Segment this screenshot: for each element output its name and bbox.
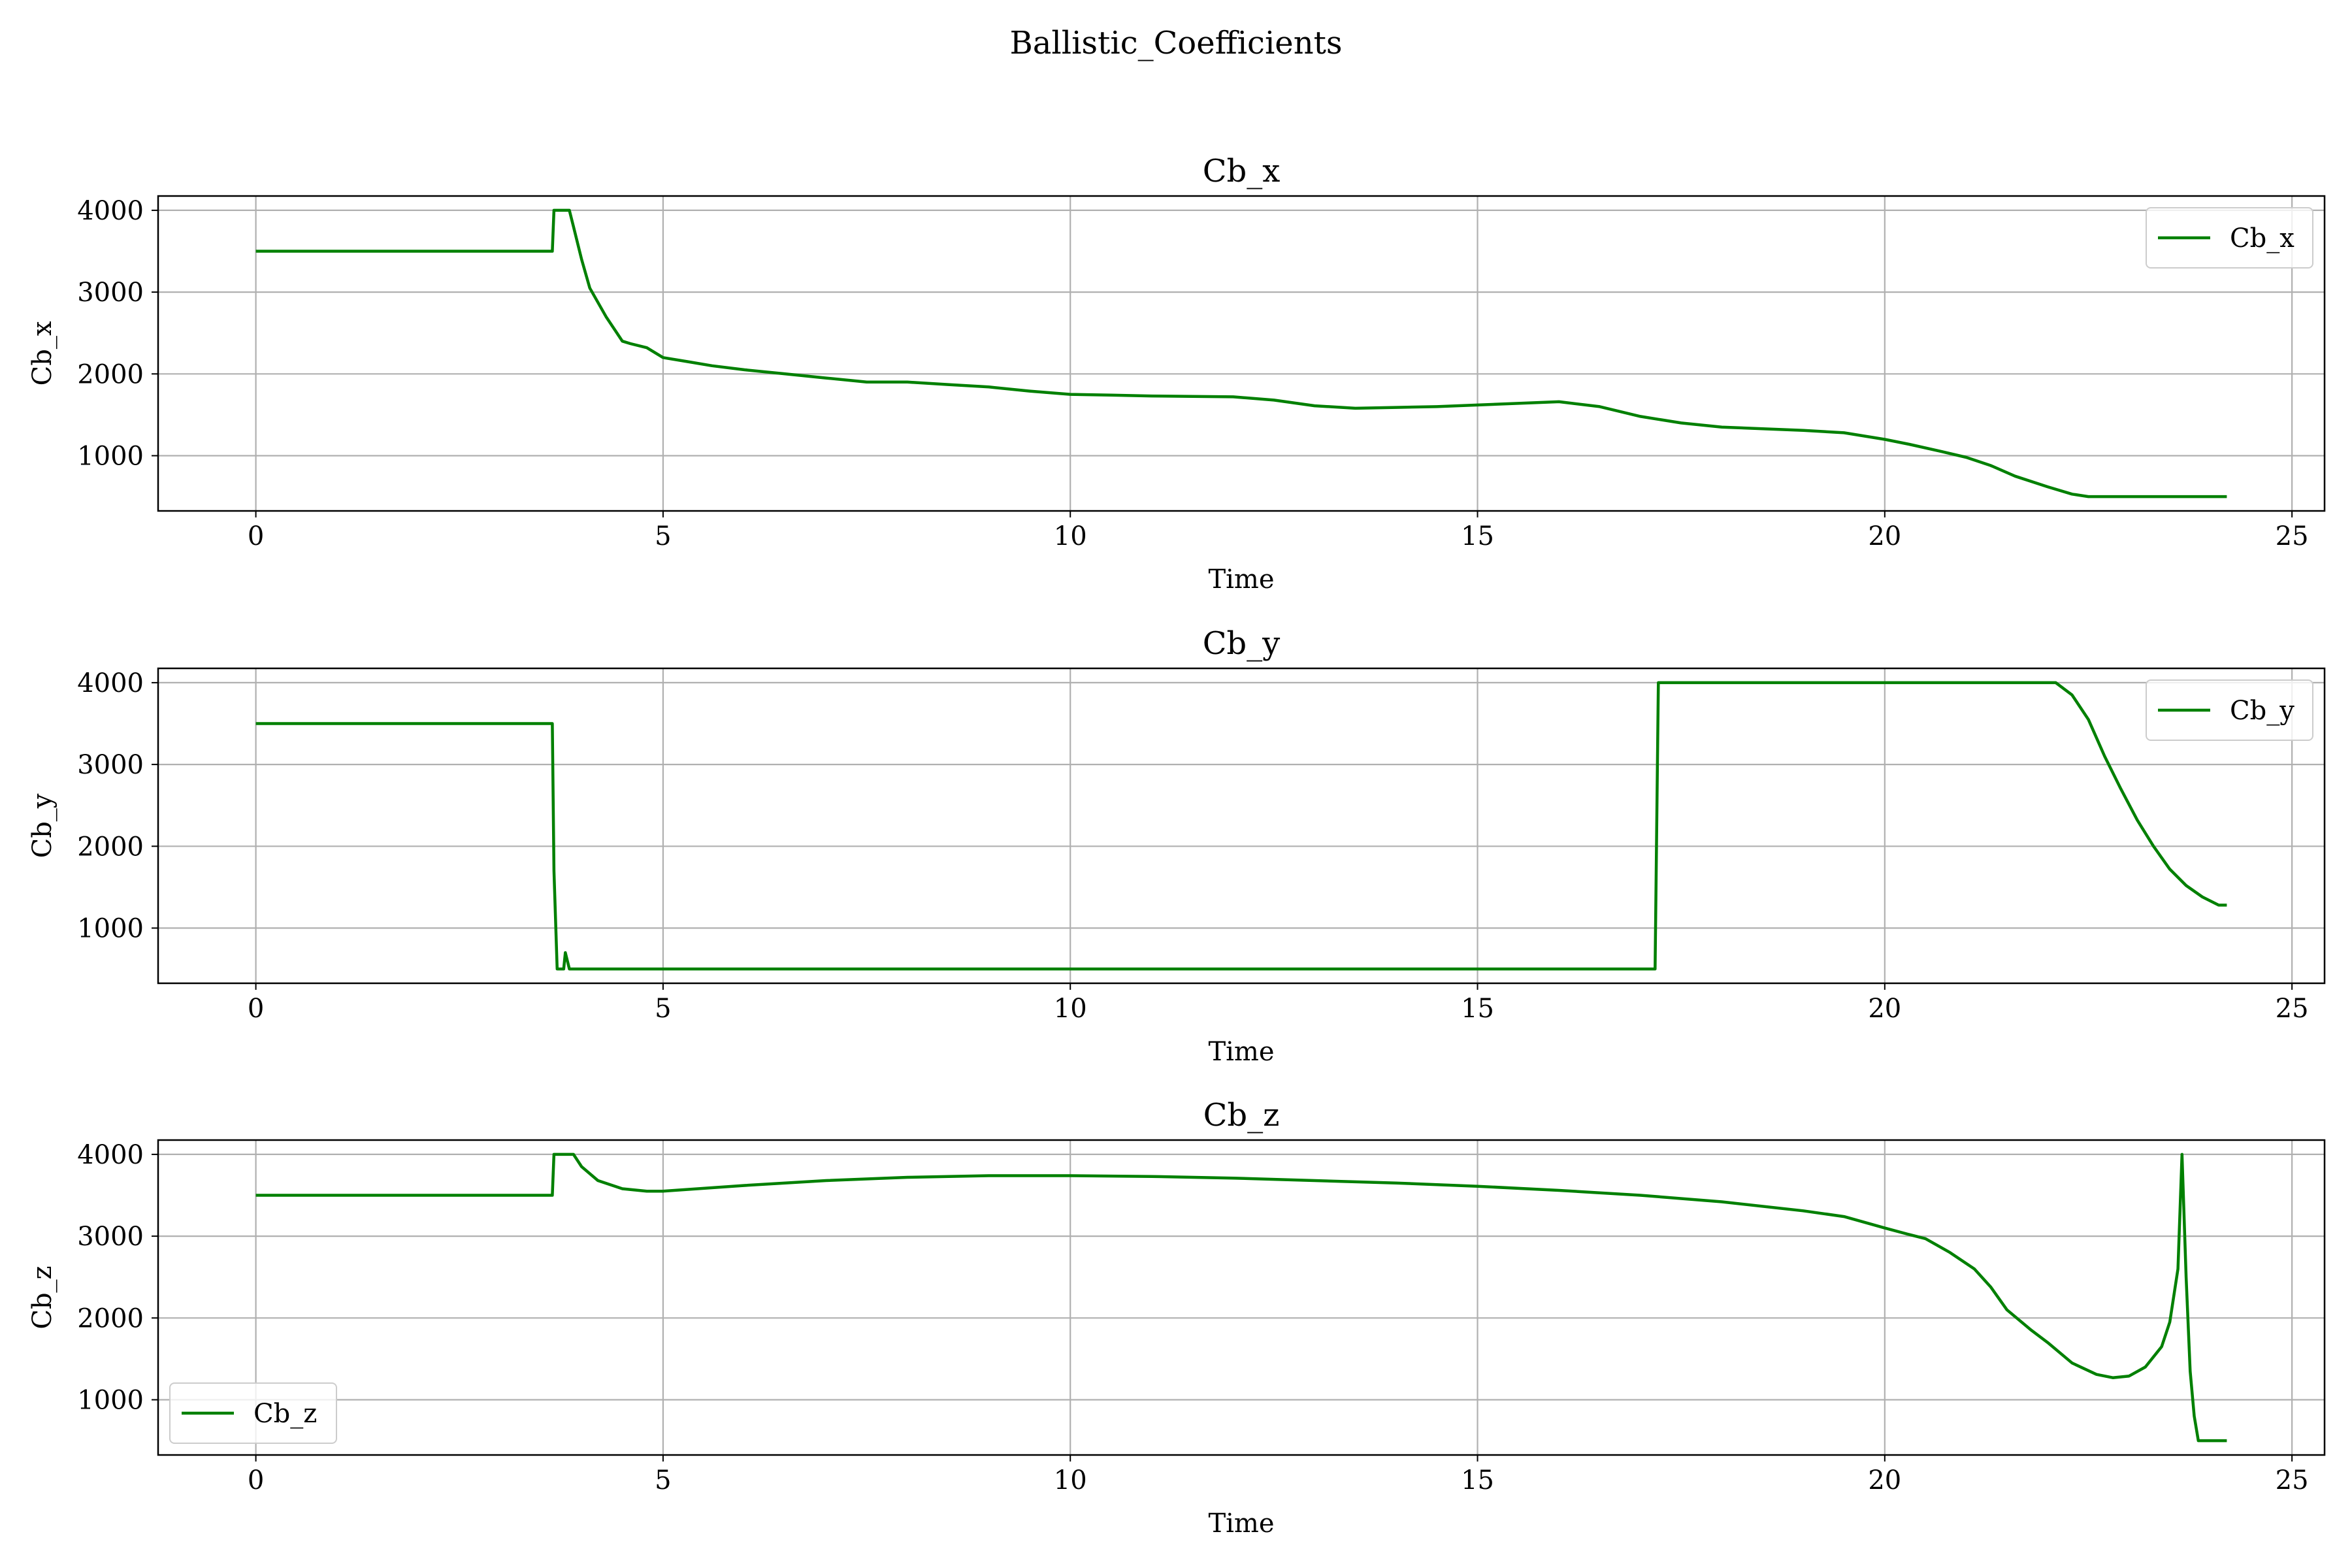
legend-box [2146, 679, 2313, 741]
y-axis-label: Cb_z [27, 1266, 57, 1329]
figure-suptitle: Ballistic_Coefficients [1009, 25, 1342, 61]
x-tick-label: 25 [2276, 994, 2309, 1024]
subplot-title: Cb_x [1203, 153, 1281, 189]
x-axis-label: Time [1208, 1509, 1274, 1539]
x-tick-label: 0 [248, 1465, 264, 1495]
x-tick-label: 0 [248, 521, 264, 551]
y-tick-label: 3000 [77, 750, 144, 780]
legend-box [2146, 207, 2313, 269]
y-tick-label: 1000 [77, 913, 144, 943]
y-tick-label: 1000 [77, 1385, 144, 1415]
x-axis-label: Time [1208, 564, 1274, 595]
y-tick-label: 2000 [77, 359, 144, 389]
y-axis-label: Cb_y [27, 793, 57, 858]
x-tick-label: 10 [1054, 1465, 1087, 1495]
legend: Cb_x [2146, 207, 2313, 269]
x-tick-label: 10 [1054, 994, 1087, 1024]
x-tick-label: 20 [1868, 1465, 1901, 1495]
series-line-cb-z [255, 1152, 2227, 1443]
x-tick-label: 5 [655, 994, 671, 1024]
legend: Cb_z [169, 1382, 337, 1444]
x-tick-label: 25 [2276, 521, 2309, 551]
x-tick-label: 10 [1054, 521, 1087, 551]
legend-box [169, 1382, 337, 1444]
series-line-cb-x [255, 208, 2227, 498]
axes-frame [157, 667, 2326, 985]
x-tick-label: 25 [2276, 1465, 2309, 1495]
subplot-panels: Cb_x0 5 10 15 20 251000200030004000TimeCb_xCb… [27, 153, 2326, 1539]
axes-frame [157, 195, 2326, 512]
subplot-cb-y: Cb_y 0 5 10 15 20 25 1000 2000 3000 4000 Time Cb_y Cb… [27, 625, 2326, 1067]
series-line-cb-y [255, 681, 2227, 971]
x-tick-label: 15 [1461, 521, 1494, 551]
x-tick-label: 5 [655, 1465, 671, 1495]
x-tick-label: 20 [1868, 521, 1901, 551]
legend: Cb_y [2146, 679, 2313, 741]
y-axis-label: Cb_x [27, 321, 57, 385]
x-tick-label: 15 [1461, 994, 1494, 1024]
y-tick-label: 2000 [77, 1303, 144, 1333]
y-tick-label: 4000 [77, 196, 144, 226]
subplot-title: Cb_z [1203, 1097, 1280, 1134]
subplot-cb-x: Cb_x 0 5 10 15 20 25 1000 2000 3000 4000 Time Cb_x Cb… [27, 153, 2326, 595]
legend-label: Cb_z [253, 1399, 317, 1429]
subplot-cb-z: Cb_z 0 5 10 15 20 25 1000 2000 3000 4000 Time Cb_z Cb… [27, 1097, 2326, 1539]
legend-label: Cb_x [2230, 223, 2295, 253]
x-axis-label: Time [1208, 1037, 1274, 1067]
x-tick-label: 15 [1461, 1465, 1494, 1495]
axes-frame [157, 1139, 2326, 1456]
x-tick-label: 20 [1868, 994, 1901, 1024]
x-tick-label: 5 [655, 521, 671, 551]
y-tick-label: 3000 [77, 278, 144, 308]
subplot-title: Cb_y [1203, 625, 1281, 662]
y-tick-label: 4000 [77, 1140, 144, 1170]
y-tick-label: 3000 [77, 1222, 144, 1252]
x-tick-label: 0 [248, 994, 264, 1024]
y-tick-label: 4000 [77, 668, 144, 698]
y-tick-label: 2000 [77, 832, 144, 862]
legend-label: Cb_y [2230, 696, 2295, 726]
y-tick-label: 1000 [77, 441, 144, 471]
